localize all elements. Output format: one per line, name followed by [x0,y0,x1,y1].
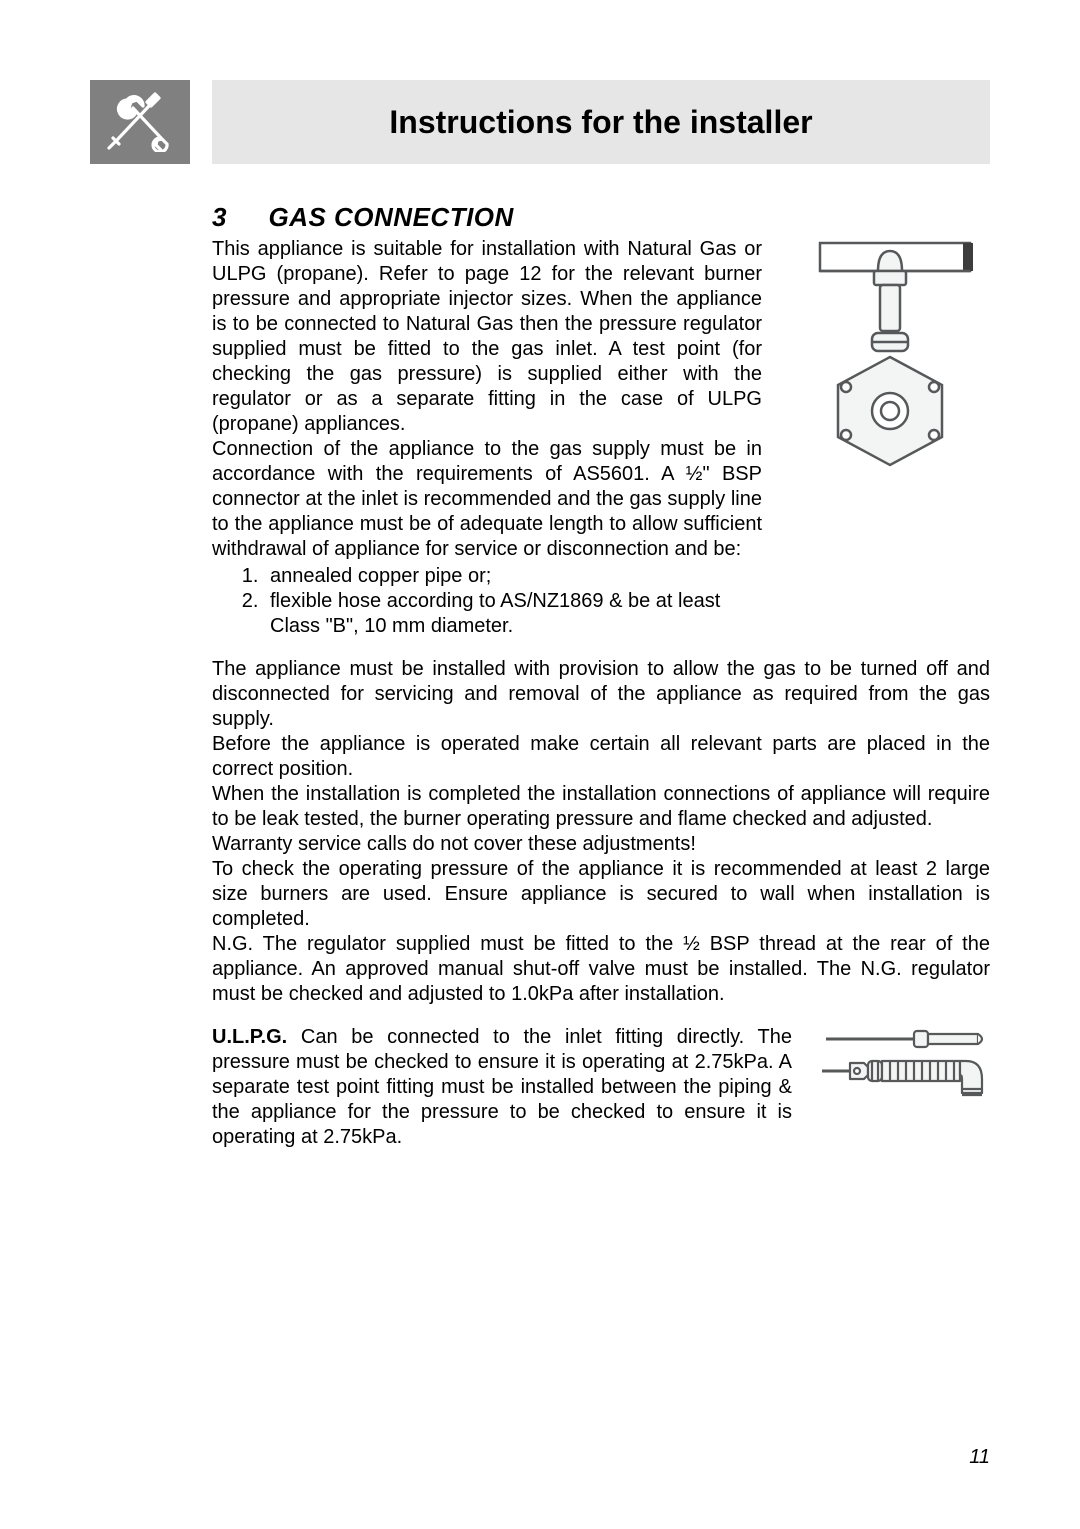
paragraph-1: This appliance is suitable for installat… [212,237,762,437]
paragraph-7: To check the operating pressure of the a… [212,857,990,932]
installer-icon-box [90,80,190,164]
wrench-screwdriver-icon [103,88,177,157]
hose-figure [820,1025,990,1108]
section-title: GAS CONNECTION [268,202,513,233]
page-title: Instructions for the installer [389,104,812,141]
ulpg-lead: U.L.P.G. [212,1026,287,1048]
regulator-figure [790,237,990,487]
section-heading: 3 GAS CONNECTION [212,202,990,233]
flexible-hose-diagram-icon [820,1025,990,1108]
intro-block: This appliance is suitable for installat… [212,237,990,639]
paragraph-8: N.G. The regulator supplied must be fitt… [212,932,990,1007]
paragraph-2: Connection of the appliance to the gas s… [212,437,762,562]
title-bar: Instructions for the installer [212,80,990,164]
gas-regulator-diagram-icon [790,237,990,487]
page: Instructions for the installer 3 GAS CON… [0,0,1080,1529]
section-number: 3 [212,202,226,233]
paragraph-6: Warranty service calls do not cover thes… [212,832,990,857]
ulpg-block: U.L.P.G. Can be connected to the inlet f… [212,1025,990,1150]
intro-text-col: This appliance is suitable for installat… [212,237,762,639]
paragraph-3: The appliance must be installed with pro… [212,657,990,732]
list-item: annealed copper pipe or; [264,564,762,589]
header-row: Instructions for the installer [90,80,990,164]
paragraph-4: Before the appliance is operated make ce… [212,732,990,782]
paragraph-5: When the installation is completed the i… [212,782,990,832]
list-item: flexible hose according to AS/NZ1869 & b… [264,589,762,639]
ulpg-rest: Can be connected to the inlet fitting di… [212,1026,792,1148]
ulpg-text-col: U.L.P.G. Can be connected to the inlet f… [212,1025,792,1150]
content-column: 3 GAS CONNECTION This appliance is suita… [212,202,990,1150]
page-number: 11 [969,1446,990,1469]
connection-list: annealed copper pipe or; flexible hose a… [212,564,762,639]
paragraph-9: U.L.P.G. Can be connected to the inlet f… [212,1025,792,1150]
